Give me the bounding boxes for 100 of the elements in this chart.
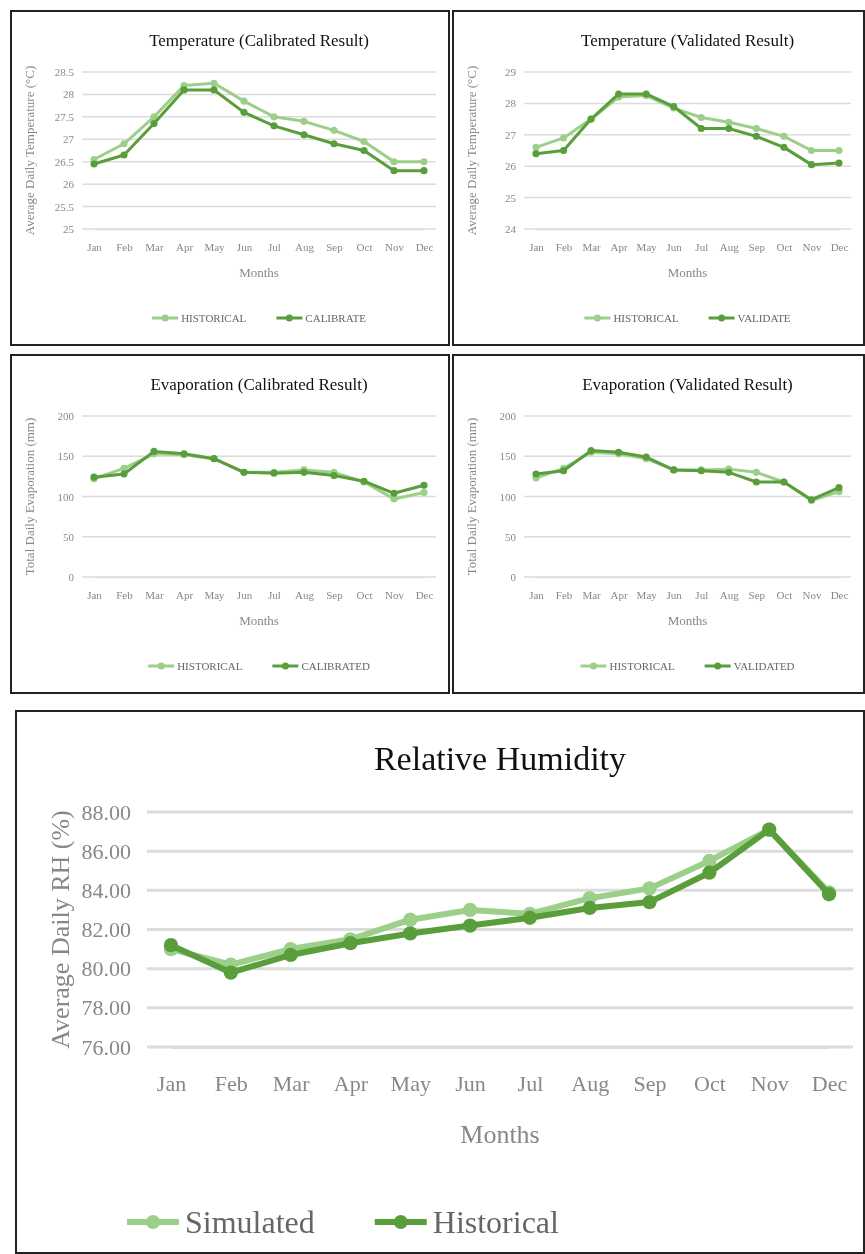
legend-label: HISTORICAL bbox=[613, 311, 679, 324]
y-tick-label: 100 bbox=[57, 490, 75, 503]
x-tick-label: Jun bbox=[666, 588, 683, 601]
point bbox=[752, 468, 760, 476]
x-tick-label: Nov bbox=[802, 588, 822, 601]
point bbox=[420, 481, 428, 489]
x-axis-title: Months bbox=[667, 265, 708, 280]
chart-title: Evaporation (Validated Result) bbox=[582, 375, 793, 394]
point bbox=[120, 140, 128, 148]
y-tick-label: 26 bbox=[63, 178, 75, 191]
x-tick-label: Dec bbox=[415, 588, 434, 601]
x-tick-label: Jul bbox=[695, 588, 709, 601]
x-tick-label: Feb bbox=[214, 1070, 248, 1096]
x-tick-label: Feb bbox=[555, 240, 573, 253]
x-tick-label: Aug bbox=[295, 240, 315, 253]
point bbox=[532, 470, 540, 478]
x-tick-label: Dec bbox=[811, 1070, 848, 1096]
x-tick-label: Feb bbox=[116, 240, 134, 253]
x-axis-title: Months bbox=[460, 1120, 540, 1149]
chart-title: Temperature (Validated Result) bbox=[580, 31, 795, 50]
point bbox=[532, 143, 540, 151]
legend-label: Historical bbox=[432, 1204, 560, 1241]
y-tick-label: 27.5 bbox=[54, 110, 75, 123]
x-tick-label: Jan bbox=[156, 1070, 187, 1096]
legend-label: CALIBRATED bbox=[301, 659, 370, 672]
point bbox=[752, 132, 760, 140]
point bbox=[150, 120, 158, 128]
x-tick-label: May bbox=[204, 240, 226, 253]
y-tick-label: 25.5 bbox=[54, 200, 75, 213]
x-tick-label: Mar bbox=[582, 240, 602, 253]
x-tick-label: Aug bbox=[719, 588, 740, 601]
x-tick-label: Apr bbox=[610, 240, 629, 253]
x-tick-label: Mar bbox=[145, 240, 164, 253]
point bbox=[150, 113, 158, 121]
x-tick-label: Oct bbox=[356, 240, 373, 253]
point bbox=[559, 146, 568, 155]
y-tick-label: 28 bbox=[505, 97, 517, 110]
x-tick-label: Aug bbox=[719, 240, 740, 253]
y-axis-title: Total Daily Evaporation (mm) bbox=[464, 417, 479, 576]
point bbox=[835, 159, 843, 167]
point bbox=[752, 478, 760, 486]
point bbox=[420, 167, 428, 175]
point bbox=[835, 484, 843, 492]
x-tick-label: May bbox=[636, 588, 658, 601]
point bbox=[343, 936, 358, 951]
point bbox=[390, 489, 398, 497]
point bbox=[807, 146, 816, 155]
legend-label: HISTORICAL bbox=[181, 311, 247, 324]
x-tick-label: Jul bbox=[268, 588, 281, 601]
chart-title: Relative Humidity bbox=[373, 740, 627, 777]
x-tick-label: Apr bbox=[175, 588, 194, 601]
point bbox=[780, 132, 788, 140]
chart-title: Temperature (Calibrated Result) bbox=[149, 31, 369, 50]
point bbox=[270, 122, 278, 130]
point bbox=[462, 902, 478, 918]
y-tick-label: 0 bbox=[510, 571, 517, 584]
point bbox=[807, 161, 816, 169]
y-tick-label: 26.5 bbox=[54, 155, 75, 168]
x-tick-label: Sep bbox=[326, 240, 344, 253]
point bbox=[330, 140, 338, 148]
point bbox=[390, 167, 398, 175]
y-tick-label: 78.00 bbox=[81, 995, 131, 1021]
x-tick-label: Feb bbox=[116, 588, 134, 601]
x-tick-label: Jun bbox=[666, 240, 683, 253]
y-tick-label: 80.00 bbox=[81, 956, 131, 982]
point bbox=[835, 146, 843, 155]
point bbox=[240, 97, 248, 105]
x-tick-label: Nov bbox=[802, 240, 822, 253]
x-tick-label: Jul bbox=[268, 240, 281, 253]
y-tick-label: 200 bbox=[499, 410, 517, 423]
x-tick-label: Mar bbox=[582, 588, 602, 601]
x-tick-label: Mar bbox=[272, 1070, 311, 1096]
x-tick-label: Sep bbox=[326, 588, 344, 601]
point bbox=[532, 150, 540, 158]
point bbox=[90, 160, 98, 168]
legend-label: VALIDATE bbox=[737, 311, 791, 324]
x-tick-label: Oct bbox=[356, 588, 373, 601]
y-tick-label: 50 bbox=[63, 530, 75, 543]
y-tick-label: 26 bbox=[505, 160, 517, 173]
point bbox=[582, 900, 597, 916]
x-tick-label: Jan bbox=[87, 240, 103, 253]
x-tick-label: Oct bbox=[776, 588, 793, 601]
point bbox=[697, 124, 705, 133]
x-axis-title: Months bbox=[239, 613, 279, 628]
legend-label: HISTORICAL bbox=[177, 659, 243, 672]
x-tick-label: Dec bbox=[830, 240, 849, 253]
point bbox=[420, 488, 428, 497]
y-tick-label: 88.00 bbox=[81, 799, 131, 825]
y-axis-title: Average Daily Temperature (°C) bbox=[464, 65, 479, 236]
x-tick-label: Oct bbox=[776, 240, 793, 253]
x-tick-label: Mar bbox=[145, 588, 164, 601]
x-tick-label: Sep bbox=[748, 588, 766, 601]
x-tick-label: Jan bbox=[529, 588, 545, 601]
x-tick-label: Dec bbox=[415, 240, 434, 253]
y-tick-label: 50 bbox=[505, 530, 517, 543]
x-tick-label: Jun bbox=[236, 588, 253, 601]
y-axis-title: Average Daily Temperature (°C) bbox=[22, 65, 37, 236]
point bbox=[270, 113, 278, 121]
x-tick-label: Jul bbox=[517, 1070, 544, 1096]
y-axis-title: Average Daily RH (%) bbox=[46, 810, 75, 1049]
